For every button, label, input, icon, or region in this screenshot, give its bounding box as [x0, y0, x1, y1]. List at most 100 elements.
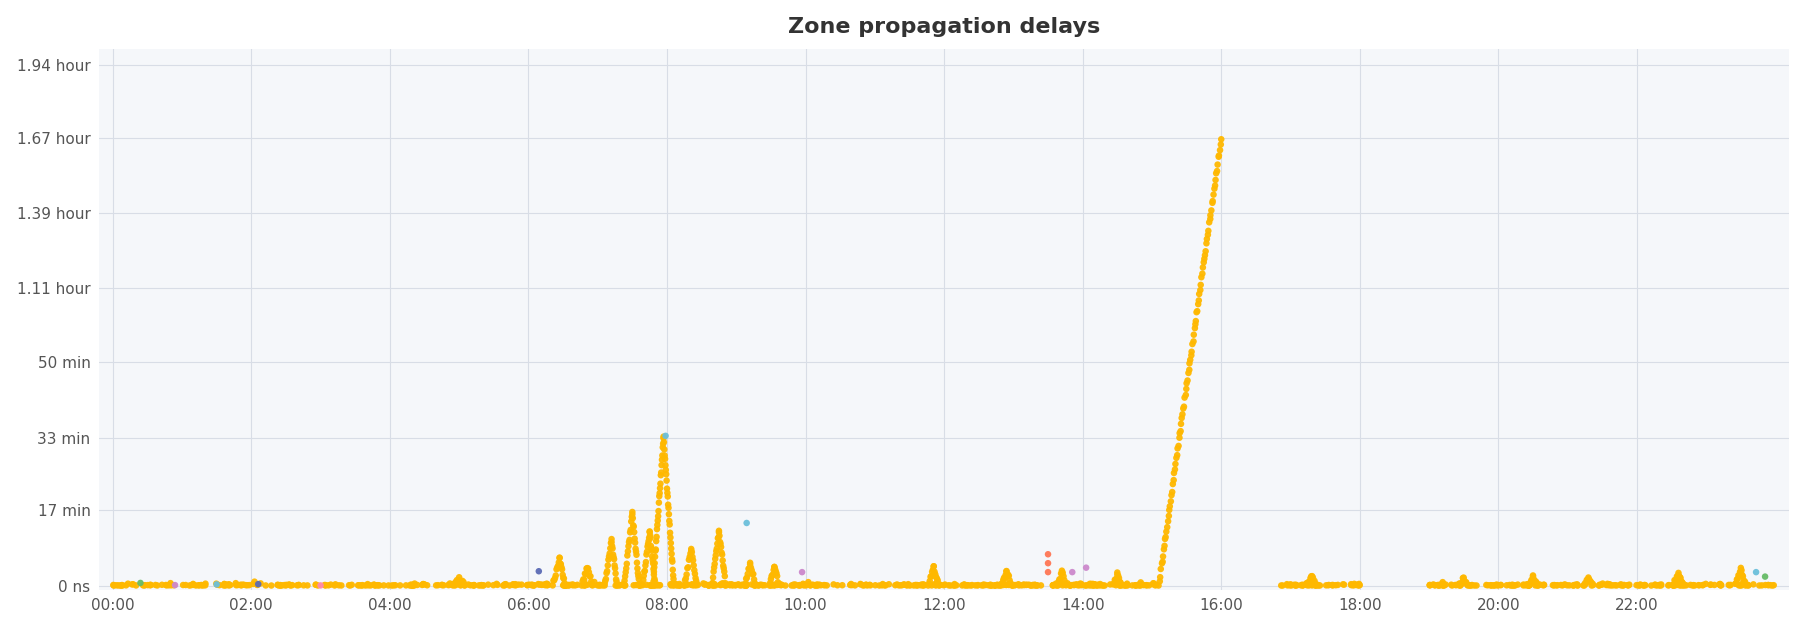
Point: [1594, 579, 1623, 589]
Point: [238, 579, 267, 589]
Point: [700, 580, 729, 590]
Point: [758, 580, 787, 590]
Point: [1569, 580, 1597, 590]
Point: [1292, 580, 1321, 590]
Point: [637, 551, 666, 561]
Point: [273, 580, 301, 590]
Point: [1195, 214, 1224, 224]
Point: [363, 580, 392, 590]
Point: [711, 580, 740, 590]
Point: [709, 571, 738, 581]
Point: [621, 547, 650, 557]
Point: [399, 580, 428, 590]
Point: [1161, 459, 1189, 469]
Point: [1653, 580, 1682, 590]
Point: [690, 580, 718, 590]
Point: [977, 580, 1005, 590]
Point: [244, 579, 273, 589]
Point: [1554, 580, 1583, 590]
Point: [1574, 575, 1603, 585]
Point: [1451, 580, 1480, 590]
Point: [1276, 580, 1305, 590]
Point: [1715, 580, 1744, 590]
Point: [738, 570, 767, 580]
Point: [789, 580, 818, 590]
Point: [993, 580, 1022, 590]
Point: [601, 575, 630, 585]
Point: [639, 576, 668, 587]
Point: [715, 580, 744, 590]
Point: [888, 580, 917, 590]
Point: [677, 544, 706, 554]
Point: [209, 579, 238, 589]
Point: [1724, 570, 1753, 580]
Point: [1646, 580, 1675, 590]
Point: [570, 580, 599, 590]
Point: [780, 580, 809, 590]
Point: [523, 579, 552, 589]
Point: [352, 580, 381, 590]
Point: [699, 579, 727, 589]
Point: [838, 580, 866, 590]
Point: [363, 580, 392, 590]
Point: [960, 580, 989, 590]
Point: [1522, 579, 1550, 589]
Point: [114, 578, 143, 588]
Point: [1498, 580, 1527, 590]
Point: [1171, 378, 1200, 388]
Point: [289, 580, 318, 590]
Point: [917, 580, 946, 590]
Point: [1162, 450, 1191, 460]
Point: [1475, 580, 1504, 590]
Point: [639, 573, 668, 583]
Point: [1339, 580, 1368, 590]
Point: [1166, 413, 1195, 423]
Point: [697, 580, 726, 590]
Point: [1462, 580, 1491, 590]
Point: [601, 568, 630, 578]
Point: [996, 579, 1025, 589]
Point: [184, 580, 213, 590]
Point: [922, 573, 951, 583]
Point: [764, 580, 792, 590]
Point: [1296, 580, 1325, 590]
Point: [1079, 580, 1108, 590]
Point: [439, 580, 467, 590]
Point: [1738, 580, 1767, 590]
Point: [836, 579, 865, 589]
Point: [655, 516, 684, 526]
Point: [637, 555, 666, 565]
Point: [448, 579, 477, 589]
Point: [1547, 580, 1576, 590]
Point: [1496, 580, 1525, 590]
Point: [890, 580, 919, 590]
Point: [650, 450, 679, 461]
Point: [134, 580, 162, 590]
Point: [1121, 580, 1150, 590]
Point: [361, 580, 390, 590]
Point: [1576, 577, 1605, 587]
Point: [310, 580, 339, 590]
Point: [1496, 580, 1525, 590]
Point: [1599, 580, 1628, 590]
Point: [1088, 580, 1117, 590]
Point: [657, 554, 686, 564]
Point: [1624, 580, 1653, 590]
Point: [1300, 576, 1328, 586]
Point: [1653, 580, 1682, 590]
Point: [975, 580, 1004, 590]
Point: [630, 566, 659, 576]
Point: [1007, 580, 1036, 590]
Point: [1014, 580, 1043, 590]
Point: [626, 580, 655, 590]
Point: [1128, 580, 1157, 590]
Point: [1038, 580, 1067, 590]
Point: [491, 579, 520, 589]
Point: [1298, 573, 1327, 583]
Point: [1144, 576, 1173, 587]
Point: [191, 578, 220, 588]
Point: [827, 580, 856, 590]
Point: [735, 559, 764, 570]
Point: [1419, 580, 1448, 590]
Point: [1191, 234, 1220, 244]
